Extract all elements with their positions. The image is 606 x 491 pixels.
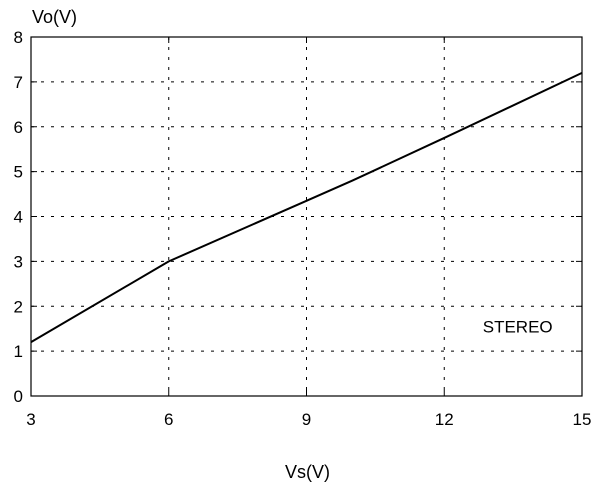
x-tick-label: 12 xyxy=(435,410,454,429)
y-tick-label: 0 xyxy=(14,387,23,406)
axis-ticks xyxy=(30,36,583,397)
x-axis-tick-labels: 3 6 9 12 15 xyxy=(26,410,591,429)
y-tick-label: 3 xyxy=(14,252,23,271)
y-axis-title: Vo(V) xyxy=(32,7,77,27)
series-lines xyxy=(30,71,583,344)
annotation-label: STEREO xyxy=(483,317,553,336)
annotations: STEREO xyxy=(483,317,553,336)
y-tick-label: 1 xyxy=(14,342,23,361)
x-tick-label: 3 xyxy=(26,410,35,429)
y-tick-label: 2 xyxy=(14,297,23,316)
y-tick-label: 8 xyxy=(14,28,23,47)
y-axis-tick-labels: 0 1 2 3 4 5 6 7 8 xyxy=(14,28,23,406)
y-tick-label: 7 xyxy=(14,73,23,92)
y-tick-label: 4 xyxy=(14,208,23,227)
x-tick-label: 6 xyxy=(164,410,173,429)
series-line xyxy=(30,71,583,344)
grid-lines xyxy=(31,37,582,396)
y-tick-label: 5 xyxy=(14,163,23,182)
x-tick-label: 9 xyxy=(302,410,311,429)
x-tick-label: 15 xyxy=(573,410,592,429)
y-tick-label: 6 xyxy=(14,118,23,137)
x-axis-title: Vs(V) xyxy=(285,462,330,482)
